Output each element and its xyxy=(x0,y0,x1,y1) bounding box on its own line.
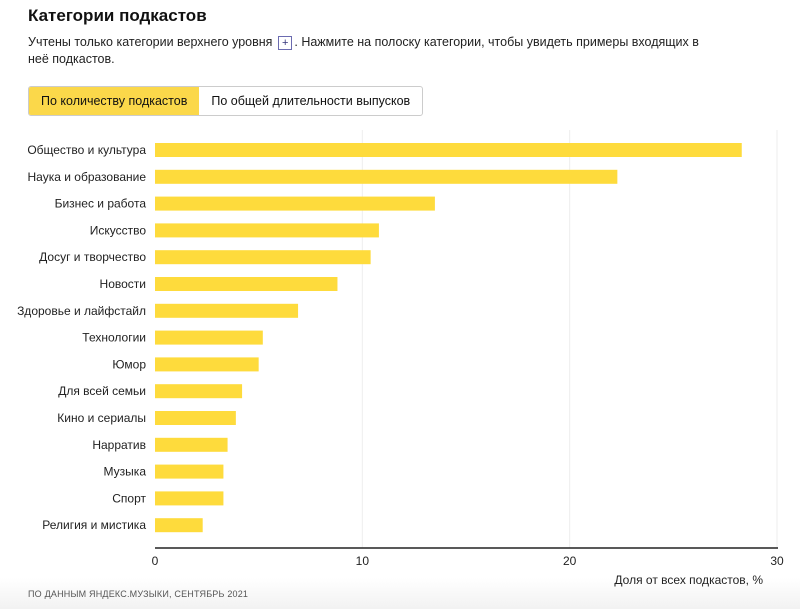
category-label: Спорт xyxy=(112,491,146,505)
metric-toggle: По количеству подкастов По общей длитель… xyxy=(28,86,424,116)
toggle-by-duration[interactable]: По общей длительности выпусков xyxy=(211,94,411,108)
category-label: Кино и сериалы xyxy=(57,411,146,425)
tick-label: 20 xyxy=(563,554,577,568)
category-label: Технологии xyxy=(82,331,146,345)
bar-7[interactable] xyxy=(155,330,263,345)
description-text-2: . Нажмите на полоску категории, чтобы ув… xyxy=(28,35,699,66)
bar-3[interactable] xyxy=(155,223,379,238)
bar-8[interactable] xyxy=(155,357,259,372)
source-note: ПО ДАННЫМ ЯНДЕКС.МУЗЫКИ, СЕНТЯБРЬ 2021 xyxy=(28,589,249,599)
category-label: Здоровье и лайфстайл xyxy=(17,304,146,318)
x-axis-label: Доля от всех подкастов, % xyxy=(614,573,763,587)
category-label: Музыка xyxy=(104,465,147,479)
category-label: Досуг и творчество xyxy=(39,250,146,264)
plus-icon[interactable]: + xyxy=(277,36,293,50)
description: Учтены только категории верхнего уровня … xyxy=(28,34,708,68)
bar-0[interactable] xyxy=(155,143,742,157)
category-label: Искусство xyxy=(90,223,147,237)
category-label: Религия и мистика xyxy=(42,518,146,532)
bar-5[interactable] xyxy=(155,277,338,291)
bar-2[interactable] xyxy=(155,196,435,211)
category-label: Юмор xyxy=(112,357,146,371)
description-text: Учтены только категории верхнего уровня xyxy=(28,35,273,49)
bar-11[interactable] xyxy=(155,437,228,452)
category-label: Бизнес и работа xyxy=(55,197,147,211)
bar-10[interactable] xyxy=(155,411,236,425)
bar-13[interactable] xyxy=(155,491,224,506)
category-label: Общество и культура xyxy=(27,143,146,157)
bar-12[interactable] xyxy=(155,464,224,479)
bar-1[interactable] xyxy=(155,169,618,184)
bar-4[interactable] xyxy=(155,250,371,265)
category-label: Нарратив xyxy=(92,438,146,452)
tick-label: 30 xyxy=(770,554,784,568)
toggle-by-count[interactable]: По количеству подкастов xyxy=(29,87,200,115)
category-label: Для всей семьи xyxy=(58,384,146,398)
category-label: Новости xyxy=(100,277,146,291)
page-title: Категории подкастов xyxy=(28,6,207,25)
tick-label: 10 xyxy=(356,554,370,568)
bar-6[interactable] xyxy=(155,303,299,318)
footer-band xyxy=(0,578,800,609)
bar-9[interactable] xyxy=(155,384,243,399)
category-label: Наука и образование xyxy=(28,170,147,184)
bar-14[interactable] xyxy=(155,518,203,533)
tick-label: 0 xyxy=(152,554,159,568)
